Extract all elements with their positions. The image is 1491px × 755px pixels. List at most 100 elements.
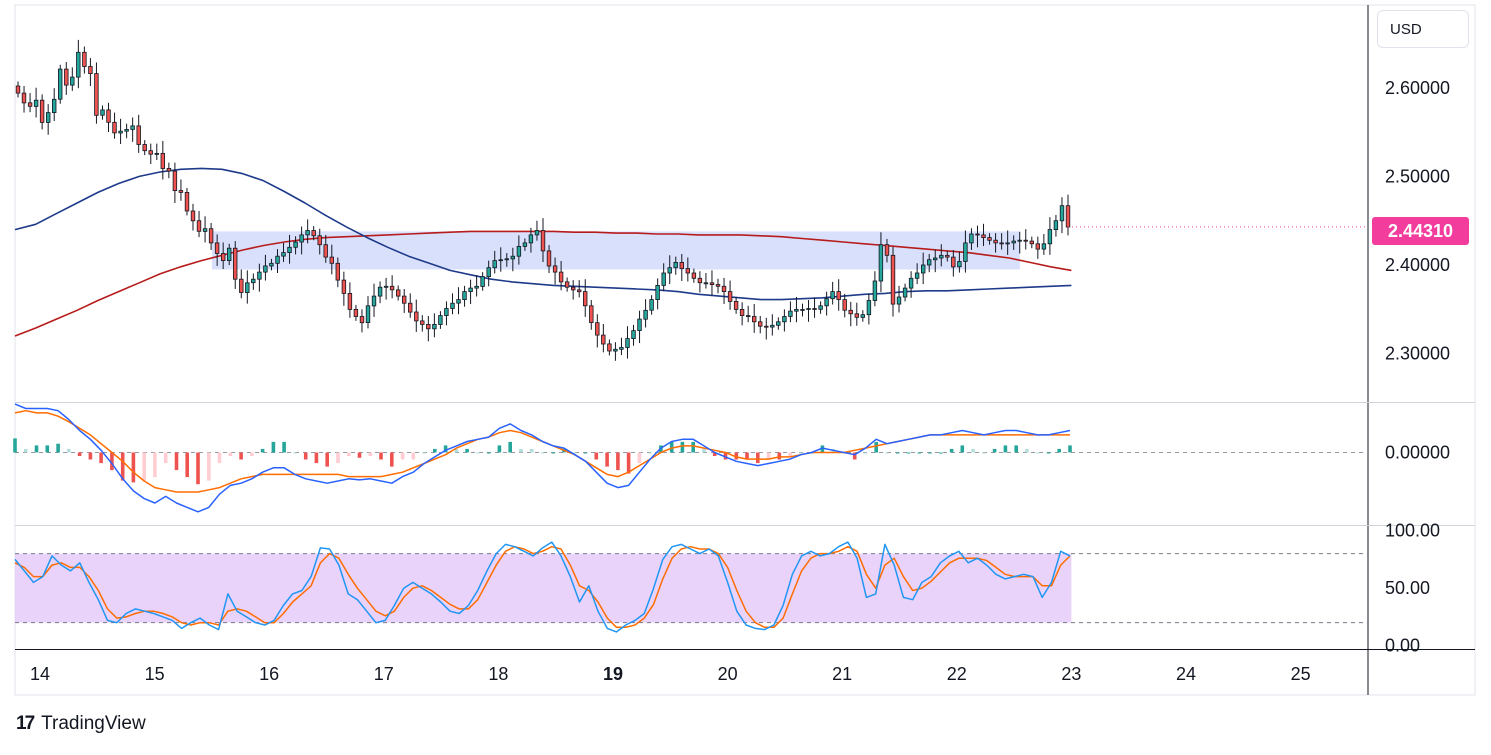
macd-histogram-bar bbox=[250, 452, 254, 456]
candle-body bbox=[94, 73, 99, 116]
candle bbox=[577, 280, 582, 298]
candle-body bbox=[878, 244, 884, 282]
stochastic-axis-tick-label: 50.00 bbox=[1385, 578, 1430, 598]
macd-histogram-bar bbox=[669, 441, 674, 453]
candle bbox=[88, 58, 93, 86]
candle-body bbox=[468, 287, 473, 293]
time-axis-tick-label: 17 bbox=[374, 664, 394, 684]
candle bbox=[546, 245, 552, 274]
macd-histogram-bar bbox=[153, 452, 157, 478]
stochastic-axis-tick-label: 0.00 bbox=[1385, 636, 1420, 656]
candle bbox=[420, 315, 425, 332]
macd-histogram-bar bbox=[734, 452, 739, 460]
candle-body bbox=[770, 324, 775, 328]
last-price-badge: 2.44310 bbox=[1372, 217, 1469, 245]
candle-body bbox=[522, 242, 528, 247]
candle-body bbox=[577, 289, 582, 293]
candle-body bbox=[353, 308, 359, 317]
candle bbox=[335, 257, 340, 288]
tradingview-logo[interactable]: 17 TradingView bbox=[16, 711, 146, 737]
candle-body bbox=[377, 286, 383, 297]
macd-signal-line bbox=[14, 409, 1070, 493]
candle bbox=[239, 269, 244, 299]
candle bbox=[776, 317, 781, 330]
macd-histogram-bar bbox=[443, 445, 448, 453]
candle-body bbox=[82, 51, 87, 67]
macd-histogram-bar bbox=[476, 452, 480, 454]
candle-body bbox=[824, 298, 829, 307]
candle-body bbox=[100, 109, 105, 116]
candle-body bbox=[281, 252, 286, 257]
candle-body bbox=[15, 85, 21, 94]
time-axis-tick-label: 19 bbox=[603, 664, 623, 684]
candle bbox=[130, 117, 135, 142]
macd-histogram-bar bbox=[928, 452, 932, 454]
candle-body bbox=[88, 66, 93, 74]
candle bbox=[263, 254, 268, 281]
macd-histogram-bar bbox=[971, 448, 975, 453]
candle bbox=[945, 250, 950, 262]
candle-body bbox=[269, 262, 274, 267]
candle bbox=[281, 242, 286, 262]
candle bbox=[685, 257, 690, 282]
macd-histogram-bar bbox=[433, 448, 437, 453]
macd-histogram-bar bbox=[34, 445, 39, 453]
candle-body bbox=[190, 210, 196, 222]
candle-body bbox=[184, 191, 190, 212]
currency-selector-button[interactable]: USD bbox=[1377, 10, 1469, 48]
candle bbox=[21, 85, 27, 113]
candle-body bbox=[975, 233, 980, 236]
candle bbox=[389, 275, 395, 299]
macd-histogram-bar bbox=[422, 452, 426, 454]
candle bbox=[160, 140, 165, 180]
candle bbox=[46, 104, 51, 135]
candle-body bbox=[365, 305, 371, 323]
candle bbox=[27, 93, 33, 113]
candle bbox=[359, 309, 365, 333]
candle-body bbox=[842, 299, 847, 311]
macd-histogram-bar bbox=[131, 452, 136, 483]
candle bbox=[583, 279, 588, 317]
macd-histogram-bar bbox=[1057, 448, 1061, 453]
time-axis-tick-label: 24 bbox=[1176, 664, 1196, 684]
candle-body bbox=[546, 250, 552, 267]
candle bbox=[939, 244, 944, 267]
candle-body bbox=[52, 98, 57, 114]
candle-body bbox=[46, 112, 51, 123]
macd-histogram-bar bbox=[185, 452, 189, 478]
macd-histogram-bar bbox=[852, 452, 857, 460]
candle-body bbox=[896, 296, 902, 305]
candle bbox=[136, 114, 141, 153]
candle-body bbox=[613, 348, 618, 352]
macd-histogram-bar bbox=[163, 452, 168, 464]
macd-histogram-bar bbox=[1035, 452, 1040, 454]
macd-histogram-bar bbox=[885, 452, 889, 454]
candle bbox=[691, 268, 697, 283]
macd-histogram-bar bbox=[1025, 448, 1029, 453]
candle-body bbox=[142, 144, 147, 152]
candle bbox=[148, 143, 153, 164]
candle bbox=[474, 275, 479, 297]
macd-histogram-bar bbox=[906, 452, 911, 454]
candle bbox=[758, 316, 763, 334]
candle bbox=[540, 218, 546, 262]
candle bbox=[933, 249, 938, 273]
macd-histogram-bar bbox=[680, 441, 685, 453]
macd-histogram-bar bbox=[411, 452, 416, 460]
candle-body bbox=[347, 292, 353, 310]
candle bbox=[1059, 197, 1065, 234]
candle-body bbox=[239, 278, 244, 293]
candle-body bbox=[927, 259, 932, 266]
candle-body bbox=[1035, 243, 1040, 250]
candle-body bbox=[914, 272, 920, 279]
candle bbox=[896, 285, 902, 313]
candle bbox=[76, 39, 81, 89]
macd-histogram-bar bbox=[346, 452, 351, 456]
macd-histogram-bar bbox=[777, 452, 782, 460]
candle-body bbox=[564, 281, 570, 288]
time-axis-tick-label: 22 bbox=[947, 664, 967, 684]
macd-histogram-bar bbox=[271, 441, 276, 453]
macd-histogram-bar bbox=[110, 452, 114, 471]
